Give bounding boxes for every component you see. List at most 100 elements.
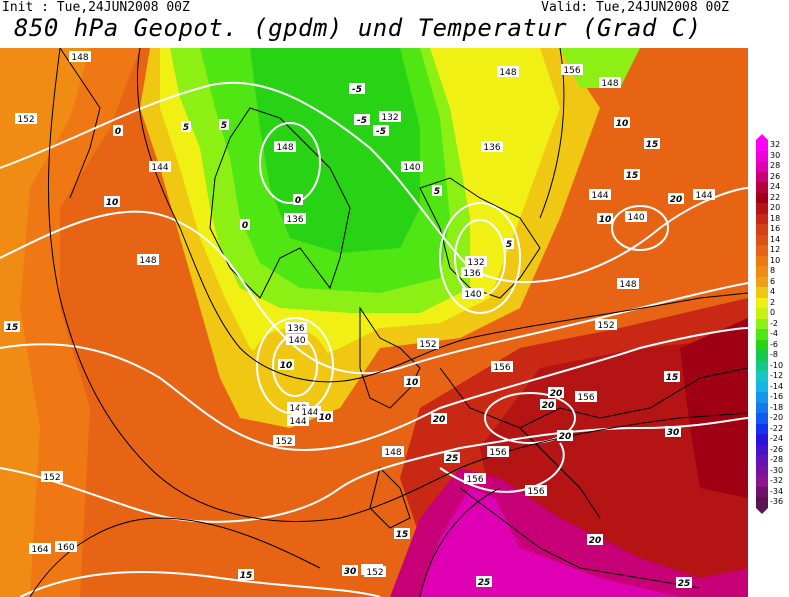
svg-text:-5: -5 xyxy=(376,127,386,137)
temperature-label: 10 xyxy=(317,411,333,423)
svg-text:160: 160 xyxy=(57,543,74,553)
colorbar-swatch xyxy=(756,287,768,298)
svg-text:-5: -5 xyxy=(357,116,367,126)
geopotential-label: 152 xyxy=(15,113,37,125)
geopotential-label: 144 xyxy=(149,161,171,173)
temperature-zone-8 xyxy=(0,48,90,597)
svg-text:15: 15 xyxy=(396,530,409,540)
svg-text:148: 148 xyxy=(276,143,293,153)
colorbar-label: -6 xyxy=(770,339,778,349)
colorbar-label: -32 xyxy=(770,476,784,485)
colorbar-label: 2 xyxy=(770,297,776,307)
svg-text:156: 156 xyxy=(563,66,580,76)
svg-text:132: 132 xyxy=(467,258,484,268)
svg-text:156: 156 xyxy=(493,363,510,373)
svg-text:0: 0 xyxy=(242,221,248,231)
colorbar-label: -34 xyxy=(770,486,784,496)
temperature-label: 5 xyxy=(219,119,229,131)
init-time: Init : Tue,24JUN2008 00Z xyxy=(2,0,190,15)
colorbar-swatch xyxy=(756,465,768,476)
colorbar-swatch xyxy=(756,192,768,203)
svg-text:140: 140 xyxy=(403,163,420,173)
geopotential-label: 152 xyxy=(364,566,386,578)
svg-text:148: 148 xyxy=(289,404,306,414)
colorbar-swatch xyxy=(756,402,768,413)
geopotential-label: 160 xyxy=(55,541,77,553)
temperature-label: 0 xyxy=(240,219,250,231)
geopotential-label: 152 xyxy=(41,471,63,483)
colorbar-swatch xyxy=(756,497,768,508)
geopotential-label: 132 xyxy=(379,111,401,123)
colorbar-label: 18 xyxy=(770,213,781,223)
temperature-zone-minus6 xyxy=(250,48,420,253)
svg-text:10: 10 xyxy=(280,361,293,371)
svg-text:25: 25 xyxy=(478,578,491,588)
geopotential-label: 148 xyxy=(274,141,296,153)
svg-text:144: 144 xyxy=(695,191,712,201)
colorbar-label: -4 xyxy=(770,329,778,338)
temperature-colorbar: 32 30 28 26 24 22 20 18 16 14 12 10 8 6 4 2 0 -2 -4 -6 -8 -10… xyxy=(752,134,786,515)
colorbar-swatch xyxy=(756,329,768,340)
svg-text:148: 148 xyxy=(71,53,88,63)
colorbar-label: 22 xyxy=(770,192,781,202)
svg-text:30: 30 xyxy=(344,567,357,577)
colorbar-label: -2 xyxy=(770,318,778,328)
colorbar-swatch xyxy=(756,486,768,497)
colorbar-swatch xyxy=(756,476,768,487)
colorbar-label: -26 xyxy=(770,444,784,454)
colorbar-label: -16 xyxy=(770,392,784,401)
temperature-label: 30 xyxy=(342,565,358,577)
svg-text:152: 152 xyxy=(366,568,383,578)
geopotential-label: 148 xyxy=(287,402,309,414)
svg-text:148: 148 xyxy=(139,256,156,266)
colorbar-label: 24 xyxy=(770,182,781,191)
svg-text:148: 148 xyxy=(619,280,636,290)
svg-text:20: 20 xyxy=(433,415,446,425)
svg-text:136: 136 xyxy=(483,143,500,153)
temperature-label: 15 xyxy=(664,371,680,383)
svg-text:10: 10 xyxy=(616,119,629,129)
geopotential-label: 152 xyxy=(273,435,295,447)
svg-text:152: 152 xyxy=(419,340,436,350)
svg-text:25: 25 xyxy=(446,454,459,464)
geopotential-label: 148 xyxy=(137,254,159,266)
temperature-label: 20 xyxy=(548,387,564,399)
svg-text:15: 15 xyxy=(646,140,659,150)
geopotential-label: 156 xyxy=(487,446,509,458)
colorbar-swatch xyxy=(756,371,768,382)
temperature-label: 10 xyxy=(614,117,630,129)
colorbar-label: 26 xyxy=(770,171,781,181)
temperature-label: 25 xyxy=(476,576,492,588)
svg-text:156: 156 xyxy=(577,393,594,403)
colorbar-label: 20 xyxy=(770,203,781,212)
temperature-label: 0 xyxy=(293,194,303,206)
svg-text:136: 136 xyxy=(286,215,303,225)
colorbar-swatch xyxy=(756,350,768,361)
geopotential-label: 156 xyxy=(561,64,583,76)
temperature-label: 5 xyxy=(432,185,442,197)
geopotential-label: 140 xyxy=(401,161,423,173)
svg-text:0: 0 xyxy=(115,127,121,137)
temperature-zone-30 xyxy=(420,488,680,597)
svg-text:144: 144 xyxy=(301,408,318,418)
svg-text:152: 152 xyxy=(17,115,34,125)
svg-text:164: 164 xyxy=(31,545,48,555)
colorbar-swatch xyxy=(756,339,768,350)
colorbar-swatch xyxy=(756,308,768,319)
geopotential-label: 164 xyxy=(29,543,51,555)
colorbar-label: 12 xyxy=(770,245,781,254)
geopotential-label: 140 xyxy=(462,288,484,300)
colorbar-swatch xyxy=(756,161,768,172)
svg-text:10: 10 xyxy=(599,215,612,225)
temperature-label: 10 xyxy=(104,196,120,208)
temperature-label: 10 xyxy=(404,376,420,388)
colorbar-swatch xyxy=(756,266,768,277)
colorbar-swatch xyxy=(756,297,768,308)
coastlines xyxy=(59,48,748,589)
svg-text:20: 20 xyxy=(559,432,572,442)
geopotential-label: 156 xyxy=(575,391,597,403)
svg-text:156: 156 xyxy=(489,448,506,458)
colorbar-swatch xyxy=(756,213,768,224)
geopotential-label: 144 xyxy=(287,415,309,427)
colorbar-swatch xyxy=(756,444,768,455)
